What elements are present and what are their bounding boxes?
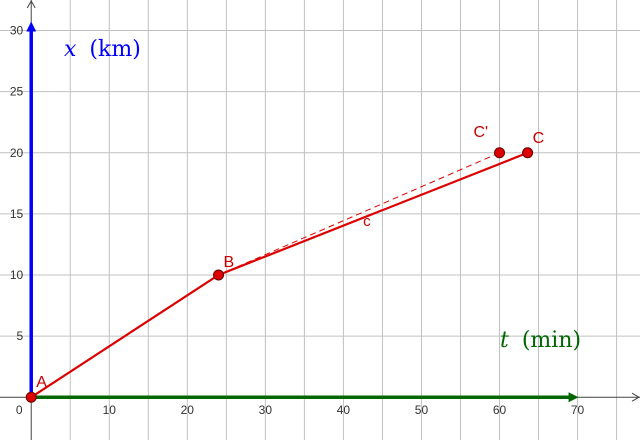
y-tick-label: 30 [10,24,24,38]
x-axis-end-arrow [631,392,640,402]
point-A [25,391,37,403]
annotations: c [363,213,371,230]
y-tick-label: 20 [10,146,24,160]
x-tick-label: 60 [493,403,507,417]
x-tick-label: 0 [16,403,23,417]
x-tick-label: 10 [103,403,117,417]
tick-labels: 0 10 20 30 40 50 60 70 5 10 15 20 25 30 [10,24,585,418]
point-label: C' [474,124,489,141]
point-C [522,147,534,159]
y-tick-label: 25 [10,85,24,99]
dashed-segment [218,152,500,276]
y-tick-label: 15 [10,207,24,221]
y-axis-unit: (km) [89,37,140,62]
point-label: C [533,130,545,147]
y-axis-end-arrow [26,0,36,9]
x-axis-title: t (min) [500,328,581,353]
y-tick-label: 5 [17,329,24,343]
x-axis-unit: (min) [522,328,581,353]
y-axis-title: x (km) [64,37,141,62]
x-axis-var: t [500,328,509,353]
y-tick-label: 10 [10,268,24,282]
point-B [213,269,225,281]
point-Cprime [494,147,506,159]
point-label: B [224,254,235,271]
x-tick-label: 50 [415,403,429,417]
point-label: A [36,374,47,391]
axis-arrows [26,21,579,403]
segment-label: c [363,213,371,230]
x-tick-label: 70 [571,403,585,417]
y-axis-var: x [64,37,77,62]
x-tick-label: 40 [337,403,351,417]
points: A B C' C [25,124,545,403]
x-tick-label: 30 [259,403,273,417]
x-tick-label: 20 [181,403,195,417]
